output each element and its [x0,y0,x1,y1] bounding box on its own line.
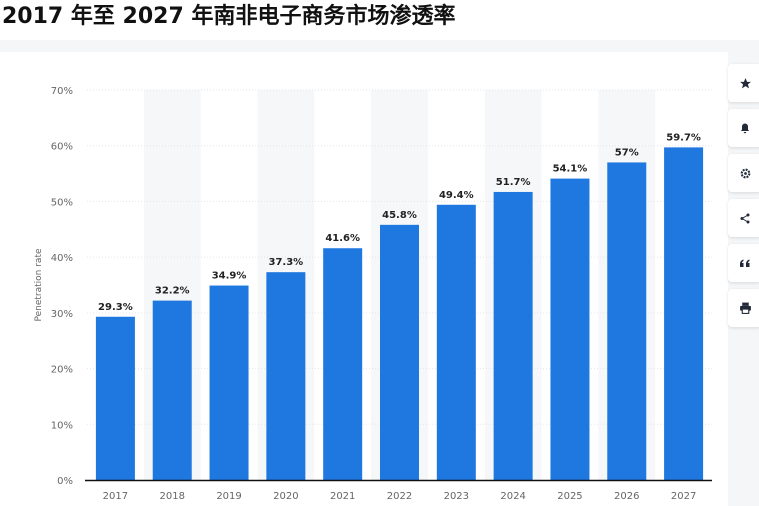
bar [436,204,476,480]
bar [664,147,704,480]
y-tick-label: 30% [51,309,73,320]
share-icon [739,212,751,225]
x-tick-label: 2022 [387,491,412,502]
star-icon [739,77,752,90]
x-tick-label: 2017 [103,491,128,502]
page-title: 2017 年至 2027 年南非电子商务市场渗透率 [0,0,759,40]
x-tick-label: 2024 [500,491,525,502]
y-tick-label: 10% [51,420,73,431]
x-tick-label: 2018 [160,491,185,502]
data-label: 49.4% [439,190,474,201]
quote-icon [739,258,751,269]
y-tick-label: 50% [51,197,73,208]
bar [493,191,533,480]
data-label: 37.3% [269,257,304,268]
favorite-button[interactable] [728,64,759,102]
bar [550,178,590,480]
bar-chart: 0% 10% 20% 30% 40% 50% 60% 70% Penetration rate 2… [34,86,712,502]
data-label: 29.3% [98,302,133,313]
data-label: 45.8% [382,210,417,221]
bar [266,272,306,480]
notification-button[interactable] [728,109,759,147]
gear-icon [739,167,752,180]
print-button[interactable] [728,289,759,327]
bar [607,162,647,480]
x-tick-label: 2027 [671,491,696,502]
x-tick-label: 2023 [444,491,469,502]
x-tick-label: 2025 [557,491,582,502]
bar [152,300,192,480]
data-label: 32.2% [155,286,190,297]
bar [380,224,419,480]
x-tick-label: 2026 [614,491,639,502]
y-tick-label: 0% [57,476,73,487]
bell-icon [739,122,751,135]
share-button[interactable] [728,199,759,237]
y-tick-label: 60% [51,142,73,153]
settings-button[interactable] [728,154,759,192]
data-label: 51.7% [496,177,531,188]
bar [209,285,249,480]
data-label: 57% [615,147,639,158]
data-label: 41.6% [325,233,360,244]
print-icon [739,302,752,314]
y-tick-label: 20% [51,365,73,376]
data-label: 59.7% [666,132,701,143]
chart-card: 0% 10% 20% 30% 40% 50% 60% 70% Penetration rate 2… [0,52,728,506]
x-tick-label: 2020 [273,491,298,502]
x-tick-label: 2019 [216,491,241,502]
data-label: 34.9% [212,271,247,282]
y-tick-label: 70% [51,86,73,97]
bar [323,248,363,480]
bar [95,316,135,480]
y-axis-label: Penetration rate [34,248,44,321]
data-label: 54.1% [553,164,588,175]
cite-button[interactable] [728,244,759,282]
x-tick-label: 2021 [330,491,355,502]
y-tick-label: 40% [51,253,73,264]
